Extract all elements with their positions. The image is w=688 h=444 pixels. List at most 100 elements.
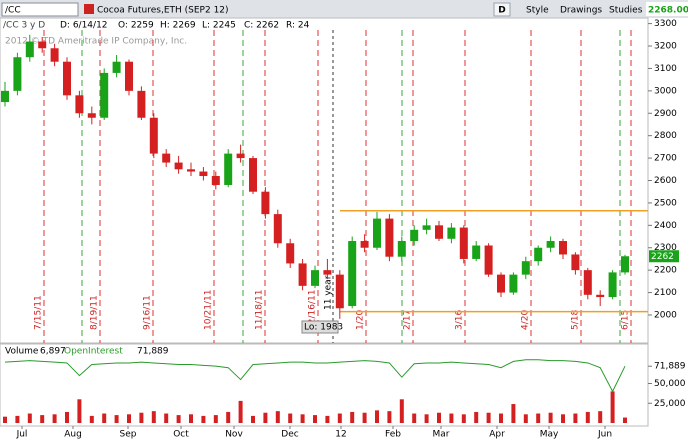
volume-bar	[561, 414, 565, 423]
volume-bar	[325, 415, 330, 423]
y-tick-label: 2300	[654, 243, 677, 253]
volume-bar	[275, 411, 280, 423]
x-tick-label: Dec	[281, 430, 298, 440]
volume-bar	[102, 413, 107, 423]
header-open: O: 2259	[118, 21, 154, 31]
volume-bar	[536, 413, 541, 423]
candle-body	[447, 227, 456, 239]
x-tick-label: Aug	[64, 430, 82, 440]
candle-body	[521, 261, 530, 275]
candle-body	[410, 229, 419, 242]
period-label[interactable]: D	[498, 6, 505, 16]
candle-body	[484, 245, 493, 275]
volume-bar	[362, 412, 367, 423]
header-range: R: 24	[286, 21, 310, 31]
header-low: L: 2245	[202, 21, 236, 31]
x-tick-label: Jun	[597, 430, 612, 440]
event-label: 8/19/11	[90, 295, 100, 330]
period-button[interactable]	[493, 2, 511, 17]
event-label: 7/15/11	[34, 295, 44, 330]
plot-layer: 7/15/11 8/19/11 9/16/11 10/21/11 11/18/11 12/…	[1, 19, 686, 440]
volume-bar	[27, 413, 32, 423]
symbol[interactable]: /CC	[5, 6, 21, 16]
candle-body	[323, 270, 332, 275]
event-label: 5/18	[571, 310, 581, 330]
volume-bar	[226, 411, 231, 423]
candle-body	[100, 72, 109, 118]
candle-body	[63, 61, 71, 96]
price-tag	[649, 250, 679, 263]
volume-bar	[598, 411, 603, 423]
candle-body	[149, 117, 158, 154]
y-tick-label: 2600	[654, 176, 677, 186]
candle-body	[211, 176, 220, 185]
volume-bar	[65, 411, 69, 423]
x-tick-label: 12	[335, 430, 346, 440]
candle-body	[13, 57, 22, 91]
vol-y-tick-label: 50,000	[654, 379, 686, 389]
year-label: 11 year	[324, 275, 334, 310]
header-study: /CC 3 y D	[3, 21, 45, 31]
volume-bar	[573, 413, 578, 423]
volume-bar	[77, 399, 82, 423]
event-label: 4/20	[521, 310, 531, 330]
candle-body	[50, 48, 59, 62]
volume-bar	[189, 414, 193, 423]
candle-body	[472, 245, 481, 259]
candle-body	[546, 241, 555, 248]
x-tick-label: Feb	[385, 430, 401, 440]
candle-body	[125, 61, 133, 91]
y-tick-label: 3300	[654, 19, 677, 29]
candle-body	[298, 263, 307, 286]
symbol-box[interactable]	[1, 2, 79, 17]
volume-bar	[337, 413, 342, 423]
vol-y-tick-label: 71,889	[654, 362, 686, 372]
studies-button[interactable]: Studies	[609, 6, 643, 16]
drawings-button[interactable]: Drawings	[560, 6, 602, 16]
event-label: 9/16/11	[143, 295, 153, 330]
candle-body	[534, 247, 543, 262]
candle-body	[174, 162, 183, 170]
volume-label: Volume	[5, 347, 39, 357]
candle-body	[373, 218, 381, 248]
candle-body	[335, 274, 344, 309]
candle-body	[249, 158, 257, 192]
candle-body	[608, 272, 617, 298]
candle-body	[435, 225, 443, 239]
volume-bar	[127, 414, 131, 423]
x-tick-label: May	[540, 430, 559, 440]
candle-body	[621, 256, 629, 273]
volume-bar	[350, 411, 355, 423]
x-tick-label: Oct	[173, 430, 189, 440]
volume-bar	[238, 400, 243, 423]
y-tick-label: 2100	[654, 288, 677, 298]
x-tick-label: Apr	[489, 430, 505, 440]
price-tag-label: 2262	[651, 252, 674, 262]
watermark: 2012 © TD Ameritrade IP Company, Inc.	[5, 37, 187, 47]
event-label: 3/16	[455, 310, 465, 330]
candle-body	[497, 274, 505, 293]
volume-bar	[548, 412, 553, 423]
candle-body	[75, 95, 84, 114]
y-tick-label: 2500	[654, 198, 677, 208]
candle-body	[459, 227, 468, 259]
volume-bar	[89, 415, 94, 423]
candle-body	[224, 153, 233, 185]
volume-bar	[3, 416, 7, 423]
candle-body	[236, 153, 245, 159]
description: Cocoa Futures,ETH (SEP2 12)	[97, 6, 229, 16]
candle-body	[596, 294, 605, 298]
volume-bar	[114, 415, 119, 423]
x-tick-label: Jul	[16, 430, 28, 440]
volume-bar	[474, 411, 479, 423]
low-tag	[301, 320, 339, 334]
volume-bar	[412, 413, 417, 423]
style-button[interactable]: Style	[526, 6, 549, 16]
candle-body	[162, 153, 171, 163]
y-tick-label: 3000	[654, 86, 677, 96]
candle-body	[187, 169, 195, 172]
candle-body	[38, 41, 47, 49]
volume-bar	[15, 415, 20, 423]
candle-body	[286, 243, 295, 264]
